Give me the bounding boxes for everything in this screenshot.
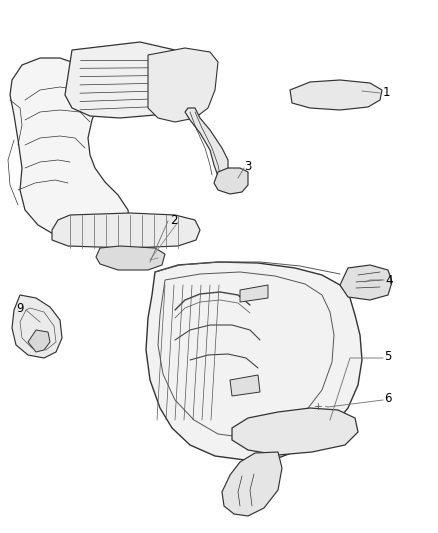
Polygon shape: [10, 58, 130, 242]
Polygon shape: [240, 285, 268, 302]
Polygon shape: [230, 375, 260, 396]
Text: 1: 1: [383, 86, 391, 100]
Polygon shape: [96, 246, 165, 270]
Polygon shape: [222, 452, 282, 516]
Text: 4: 4: [385, 273, 392, 287]
Text: 6: 6: [384, 392, 392, 406]
Text: 9: 9: [17, 302, 24, 314]
Polygon shape: [52, 213, 200, 248]
Polygon shape: [28, 330, 50, 352]
Polygon shape: [340, 265, 392, 300]
Text: 5: 5: [384, 351, 392, 364]
Polygon shape: [214, 168, 248, 194]
Polygon shape: [185, 108, 228, 178]
Polygon shape: [146, 262, 362, 460]
Text: 3: 3: [244, 160, 251, 174]
Polygon shape: [290, 80, 382, 110]
Polygon shape: [232, 408, 358, 455]
Text: 2: 2: [170, 214, 177, 227]
Polygon shape: [148, 48, 218, 122]
Polygon shape: [65, 42, 175, 118]
Polygon shape: [12, 295, 62, 358]
